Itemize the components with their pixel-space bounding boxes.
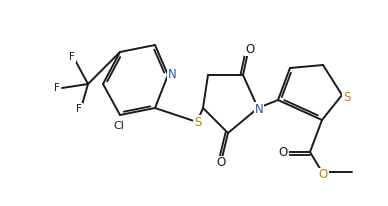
Text: S: S [194,116,202,129]
Text: N: N [168,69,177,82]
Text: Cl: Cl [114,121,125,131]
Text: O: O [217,157,226,170]
Text: F: F [69,52,75,62]
Text: O: O [278,146,288,159]
Text: O: O [319,169,327,181]
Text: O: O [245,42,255,55]
Text: S: S [343,90,351,103]
Text: F: F [76,104,82,114]
Text: N: N [255,103,263,116]
Text: F: F [54,83,60,93]
